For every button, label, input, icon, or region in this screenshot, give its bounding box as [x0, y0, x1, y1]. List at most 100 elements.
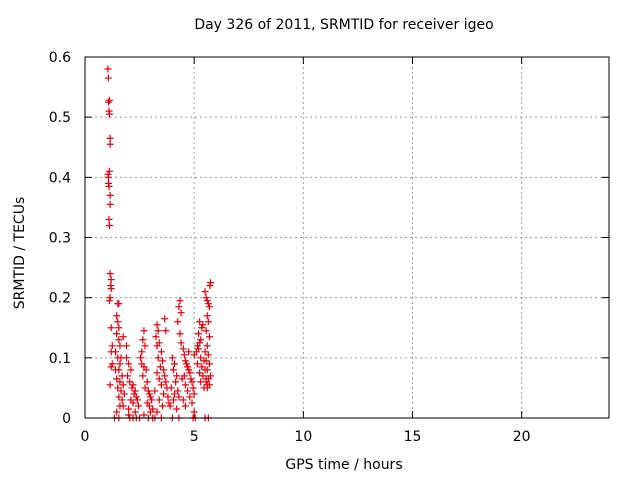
data-point	[205, 360, 213, 368]
data-point	[126, 378, 134, 386]
data-point	[204, 318, 212, 326]
data-point	[162, 378, 170, 386]
data-point	[119, 381, 127, 389]
data-point	[190, 390, 198, 398]
data-point	[141, 342, 149, 350]
data-point	[168, 354, 176, 362]
data-point	[120, 390, 128, 398]
data-point	[205, 333, 213, 341]
data-point	[105, 221, 113, 229]
data-point	[197, 354, 205, 362]
data-point	[156, 363, 164, 371]
data-point	[113, 312, 121, 320]
data-point	[185, 366, 193, 374]
data-point	[106, 140, 114, 148]
data-point	[198, 324, 206, 332]
data-point	[140, 411, 148, 419]
data-point	[203, 312, 211, 320]
data-point	[115, 366, 123, 374]
data-point	[205, 303, 213, 311]
data-point	[116, 342, 124, 350]
data-point	[174, 387, 182, 395]
x-tick-label: 15	[404, 429, 422, 445]
data-point	[115, 393, 123, 401]
data-point	[169, 366, 177, 374]
data-point	[171, 390, 179, 398]
y-tick-label: 0	[62, 411, 71, 427]
grid-lines	[85, 57, 609, 418]
data-point	[127, 366, 135, 374]
data-point	[125, 405, 133, 413]
data-point	[139, 336, 147, 344]
data-point	[115, 300, 123, 308]
tick-labels: 0 5 10 15 20 0 0.1 0.2 0.3 0.4 0.5 0.6	[49, 50, 531, 445]
data-point	[161, 315, 169, 323]
data-point	[177, 309, 185, 317]
data-point	[171, 360, 179, 368]
data-point	[104, 65, 112, 73]
x-tick-label: 10	[294, 429, 312, 445]
data-point	[125, 360, 133, 368]
data-point	[196, 318, 204, 326]
data-point	[161, 372, 169, 380]
data-point	[199, 372, 207, 380]
data-point	[167, 384, 175, 392]
data-point	[153, 321, 161, 329]
data-point	[114, 318, 122, 326]
data-point	[159, 402, 167, 410]
data-point	[113, 375, 121, 383]
data-point	[179, 345, 187, 353]
data-point	[145, 402, 153, 410]
data-point	[107, 324, 115, 332]
data-point	[178, 375, 186, 383]
data-point	[147, 408, 154, 416]
data-point	[160, 390, 168, 398]
data-point	[195, 330, 203, 338]
y-axis-label: SRMTID / TECUs	[12, 196, 28, 310]
data-point	[105, 167, 113, 175]
data-point	[105, 98, 113, 106]
data-point	[203, 384, 211, 392]
data-point	[106, 134, 114, 142]
data-point	[162, 327, 170, 335]
data-point	[115, 324, 123, 332]
data-point	[106, 294, 114, 302]
data-point	[113, 330, 121, 338]
data-point	[181, 357, 189, 365]
data-point	[204, 300, 212, 308]
data-point	[131, 408, 139, 416]
data-point	[180, 351, 188, 359]
data-point	[105, 215, 113, 223]
plot-frame	[84, 56, 610, 419]
data-point	[165, 399, 173, 407]
data-point	[122, 354, 130, 362]
data-point	[134, 402, 142, 410]
data-point	[189, 384, 197, 392]
data-point	[116, 360, 124, 368]
data-point	[115, 336, 123, 344]
data-point	[187, 375, 195, 383]
data-point	[128, 384, 136, 392]
y-tick-label: 0.1	[49, 351, 71, 367]
data-point	[181, 402, 189, 410]
data-point	[114, 384, 122, 392]
data-point	[175, 393, 183, 401]
data-point	[183, 360, 191, 368]
data-point	[154, 354, 162, 362]
data-point	[105, 182, 113, 190]
data-point	[148, 396, 156, 404]
data-point	[143, 378, 151, 386]
data-point	[175, 303, 183, 311]
data-point	[118, 396, 126, 404]
data-point	[198, 363, 206, 371]
data-point	[196, 339, 204, 347]
data-point	[112, 348, 120, 356]
data-point	[106, 270, 114, 278]
data-point	[131, 387, 139, 395]
data-point	[188, 378, 196, 386]
data-point	[203, 342, 211, 350]
data-point	[203, 297, 211, 305]
data-point	[204, 351, 212, 359]
data-point	[181, 381, 189, 389]
x-axis-label: GPS time / hours	[285, 457, 403, 473]
